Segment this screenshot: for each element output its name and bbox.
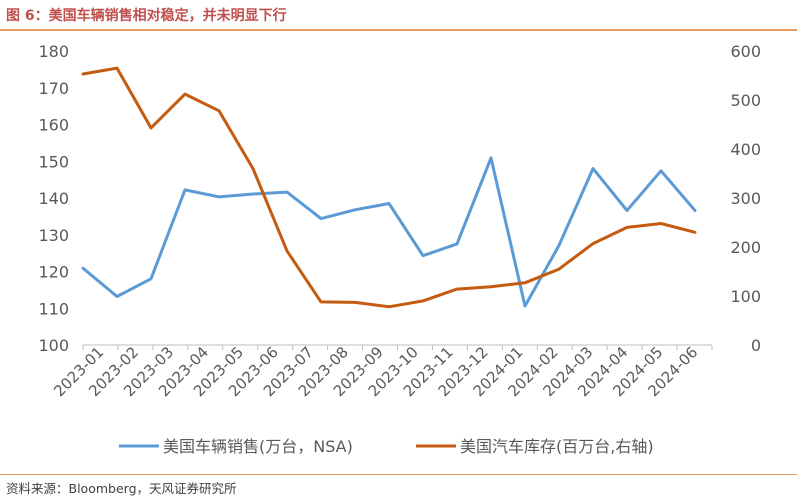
series-line-sales bbox=[81, 156, 697, 308]
series-line-inventory bbox=[81, 66, 697, 309]
line-chart: 2023-012023-022023-032023-042023-052023-… bbox=[38, 42, 761, 456]
header: 图 6：美国车辆销售相对稳定，并未明显下行 bbox=[0, 0, 797, 30]
y-left-tick-label: 180 bbox=[38, 42, 69, 61]
y-left-tick-label: 140 bbox=[38, 189, 69, 208]
legend-label-sales: 美国车辆销售(万台，NSA) bbox=[163, 437, 353, 456]
source-note: 资料来源：Bloomberg，天风证券研究所 bbox=[6, 481, 237, 496]
series-lines bbox=[81, 66, 697, 309]
y-right-tick-label: 600 bbox=[730, 42, 761, 61]
y-left-tick-label: 160 bbox=[38, 116, 69, 135]
y-right-tick-label: 300 bbox=[730, 189, 761, 208]
y-right-tick-label: 500 bbox=[730, 91, 761, 110]
legend-label-inventory: 美国汽车库存(百万台,右轴) bbox=[460, 437, 654, 456]
y-left-tick-label: 170 bbox=[38, 79, 69, 98]
y-right-tick-label: 100 bbox=[730, 287, 761, 306]
y-right-tick-label: 0 bbox=[751, 336, 761, 355]
y-left-tick-label: 110 bbox=[38, 299, 69, 318]
y-right-tick-label: 200 bbox=[730, 238, 761, 257]
bottom-divider bbox=[0, 474, 797, 475]
y-left-tick-label: 130 bbox=[38, 226, 69, 245]
y-left-tick-label: 120 bbox=[38, 263, 69, 282]
y-left-tick-label: 100 bbox=[38, 336, 69, 355]
y-left-tick-label: 150 bbox=[38, 152, 69, 171]
chart-title: 图 6：美国车辆销售相对稳定，并未明显下行 bbox=[6, 8, 287, 24]
y-right-tick-label: 400 bbox=[730, 140, 761, 159]
legend: 美国车辆销售(万台，NSA) 美国汽车库存(百万台,右轴) bbox=[119, 437, 654, 456]
top-divider bbox=[0, 29, 797, 31]
